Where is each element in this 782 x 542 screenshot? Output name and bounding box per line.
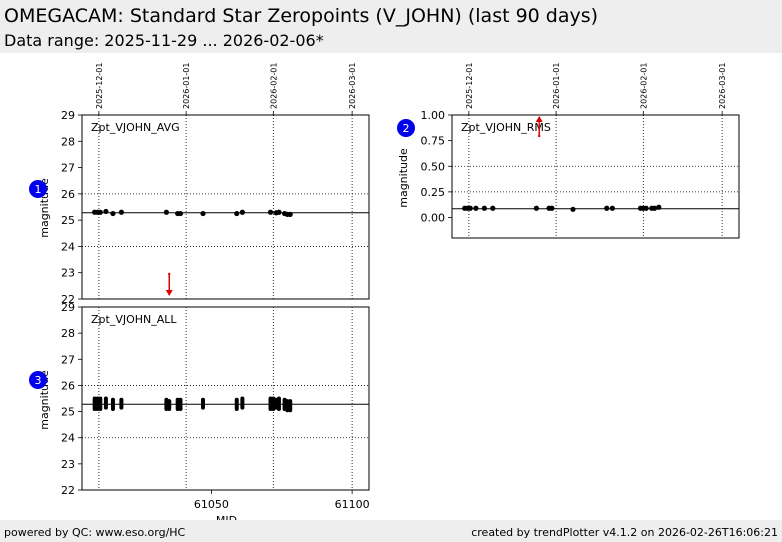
outlier-arrow-tail — [168, 272, 171, 276]
plot-frame — [81, 114, 370, 300]
y-tick-label: 27 — [61, 162, 75, 175]
panel-number-badge — [29, 371, 47, 389]
y-tick-label: 28 — [61, 327, 75, 340]
x-tick-label: 61100 — [335, 498, 370, 511]
data-point — [200, 210, 206, 217]
panel-number-label: 2 — [403, 122, 410, 135]
plot-frame — [81, 306, 370, 491]
data-point — [239, 209, 245, 215]
y-tick-label: 28 — [61, 135, 75, 148]
page-title: OMEGACAM: Standard Star Zeropoints (V_JO… — [4, 5, 599, 27]
date-tick-label: 2026-01-01 — [182, 63, 191, 110]
y-tick-label: 23 — [61, 267, 75, 280]
outlier-arrow-head — [535, 116, 543, 122]
y-tick-label: 25 — [61, 406, 75, 419]
date-tick-label: 2025-12-01 — [95, 63, 104, 110]
panel-number-badge — [29, 180, 47, 198]
data-point — [609, 205, 615, 211]
panel-number-label: 3 — [35, 374, 42, 387]
y-tick-label: 0.75 — [421, 135, 446, 148]
data-point — [276, 209, 282, 215]
data-point — [473, 205, 479, 211]
date-tick-label: 2026-03-01 — [348, 63, 357, 110]
header-bar: OMEGACAM: Standard Star Zeropoints (V_JO… — [0, 0, 782, 53]
data-point — [549, 205, 555, 211]
data-point — [97, 209, 103, 215]
footer-credit: powered by QC: www.eso.org/HC — [4, 526, 186, 539]
data-point — [163, 209, 170, 215]
data-point — [467, 205, 473, 211]
y-tick-label: 22 — [61, 484, 75, 497]
date-tick-label: 2026-03-01 — [718, 63, 727, 110]
panel-label: Zpt_VJOHN_AVG — [91, 121, 180, 134]
data-point — [570, 206, 576, 212]
date-tick-label: 2026-02-01 — [639, 63, 648, 110]
data-point — [287, 211, 293, 217]
footer-generator: created by trendPlotter v4.1.2 on 2026-0… — [471, 526, 778, 539]
data-point — [110, 210, 116, 217]
data-point — [177, 210, 184, 217]
y-tick-label: 23 — [61, 458, 75, 471]
panel-number-label: 1 — [35, 183, 42, 196]
data-point — [604, 205, 610, 211]
data-point — [481, 205, 487, 211]
x-axis-label: MJD — [216, 514, 237, 520]
panel-label: Zpt_VJOHN_RMS — [461, 121, 551, 134]
date-tick-label: 2025-12-01 — [465, 63, 474, 109]
panel-label: Zpt_VJOHN_ALL — [91, 313, 177, 326]
y-tick-label: 29 — [61, 301, 75, 314]
x-tick-label: 61050 — [194, 498, 229, 511]
chart-panel-zpt_avg: 2025-12-01 2026-01-01 2026-02-01 2026-03-01… — [29, 63, 370, 306]
data-point — [234, 210, 240, 217]
data-point — [643, 205, 649, 211]
data-point — [656, 204, 662, 210]
footer-bar: powered by QC: www.eso.org/HC created by… — [0, 520, 782, 542]
y-tick-label: 0.25 — [421, 186, 446, 199]
data-point — [118, 209, 124, 215]
y-tick-label: 24 — [61, 432, 75, 445]
chart-panel-zpt_all: 22232425262728296105061100MJDmagnitudeZp… — [29, 301, 370, 520]
data-point — [490, 205, 496, 211]
panel-number-badge — [397, 119, 415, 137]
data-point — [267, 209, 274, 215]
data-point — [103, 208, 109, 215]
y-tick-label: 0.00 — [421, 212, 446, 225]
y-tick-label: 1.00 — [421, 109, 446, 122]
y-tick-label: 0.50 — [421, 160, 446, 173]
y-tick-label: 29 — [61, 109, 75, 122]
page-subtitle: Data range: 2025-11-29 ... 2026-02-06* — [4, 31, 324, 50]
y-axis-label: magnitude — [397, 148, 410, 208]
data-point — [533, 205, 540, 211]
date-tick-label: 2026-01-01 — [552, 63, 561, 110]
plot-frame — [451, 114, 740, 239]
outlier-arrow-tail — [538, 134, 541, 138]
y-tick-label: 27 — [61, 353, 75, 366]
charts-canvas: 2025-12-01 2026-01-01 2026-02-01 2026-03-01… — [29, 63, 740, 520]
y-tick-label: 25 — [61, 214, 75, 227]
outlier-arrow-head — [165, 290, 173, 296]
y-tick-label: 24 — [61, 240, 75, 253]
y-tick-label: 22 — [61, 293, 75, 306]
data-point — [651, 205, 658, 211]
y-tick-label: 26 — [61, 379, 75, 392]
date-tick-label: 2026-02-01 — [269, 63, 278, 110]
y-tick-label: 26 — [61, 188, 75, 201]
chart-panel-zpt_rms: 2025-12-01 2026-01-01 2026-02-01 2026-03-01… — [397, 63, 740, 239]
